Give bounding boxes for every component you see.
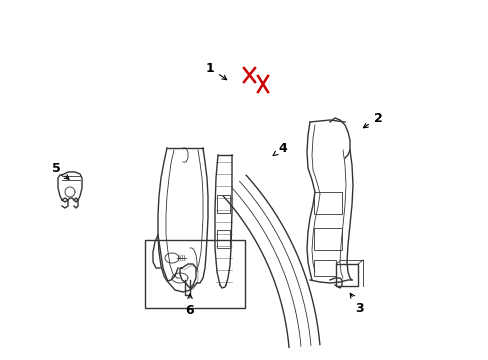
Bar <box>313 192 341 214</box>
Text: 6: 6 <box>185 294 194 316</box>
Text: 4: 4 <box>273 141 287 156</box>
Text: 2: 2 <box>363 112 382 128</box>
Text: 1: 1 <box>205 62 226 80</box>
Bar <box>313 260 335 276</box>
Bar <box>335 264 357 286</box>
Bar <box>145 240 244 308</box>
Bar <box>217 230 229 248</box>
Text: 3: 3 <box>349 293 364 315</box>
Bar <box>217 195 229 213</box>
Text: 5: 5 <box>52 162 69 179</box>
Bar <box>313 228 341 250</box>
